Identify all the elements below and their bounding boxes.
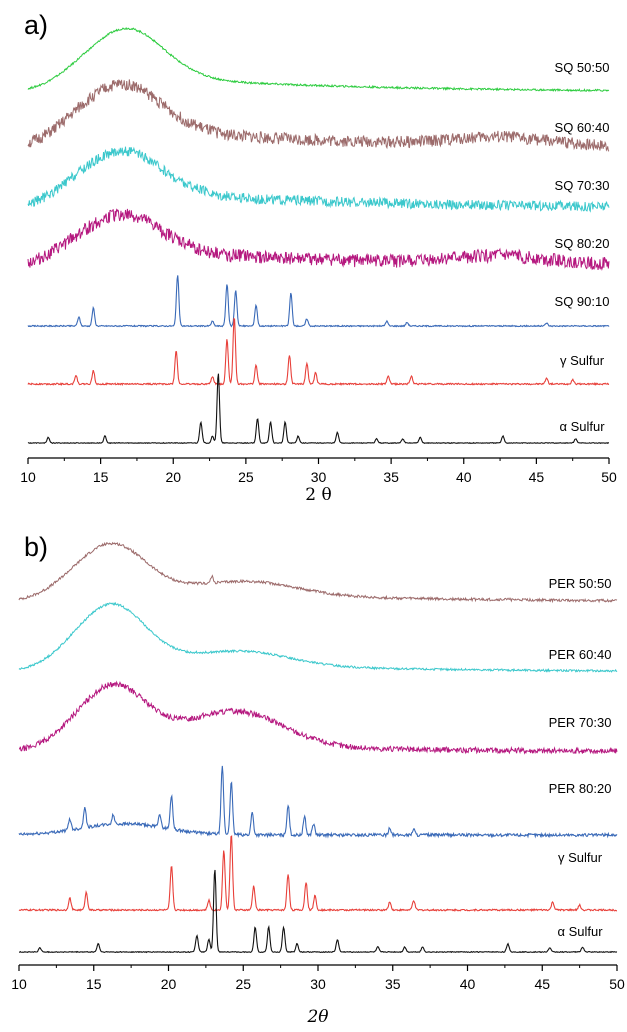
series-label: PER 50:50 xyxy=(549,576,612,591)
x-tick-label: 35 xyxy=(385,976,401,992)
x-tick-label: 35 xyxy=(383,469,399,485)
x-tick-label: 25 xyxy=(235,976,251,992)
series-line xyxy=(18,869,618,954)
x-tick-label: 50 xyxy=(609,976,625,992)
x-tick-label: 15 xyxy=(93,469,109,485)
chart-panel-a: a) SQ 50:50 SQ 60:40 SQ 70:30 SQ 80:20 SQ 90… xyxy=(20,10,617,505)
series-line xyxy=(18,835,618,913)
x-tick-label: 10 xyxy=(11,976,27,992)
x-tick-label: 25 xyxy=(238,469,254,485)
plot-traces xyxy=(27,26,610,445)
series-label: γ Sulfur xyxy=(560,353,605,368)
series-label: PER 70:30 xyxy=(549,715,612,730)
x-tick-label: 20 xyxy=(165,469,181,485)
series-label: γ Sulfur xyxy=(558,850,603,865)
x-tick-label: 50 xyxy=(601,469,617,485)
x-tick-label: 20 xyxy=(161,976,177,992)
x-tick-label: 15 xyxy=(86,976,102,992)
plot-traces xyxy=(18,541,618,954)
series-line xyxy=(27,146,610,213)
xrd-chart-a: SQ 50:50 SQ 60:40 SQ 70:30 SQ 80:20 SQ 90:10… xyxy=(20,26,617,505)
x-tick-label: 30 xyxy=(311,469,327,485)
x-axis-label: 2 θ xyxy=(305,485,331,505)
series-label: α Sulfur xyxy=(557,924,603,939)
xrd-chart-b: PER 50:50 PER 60:40 PER 70:30 PER 80:20 γ Su… xyxy=(11,541,625,1027)
panel-label: b) xyxy=(24,532,49,562)
series-line xyxy=(27,208,610,271)
series-label: SQ 90:10 xyxy=(555,294,610,309)
series-label: PER 80:20 xyxy=(549,781,612,796)
series-label: α Sulfur xyxy=(559,419,605,434)
series-line xyxy=(27,78,610,152)
series-line xyxy=(18,765,618,839)
series-line xyxy=(18,541,618,604)
series-line xyxy=(27,317,610,386)
x-tick-label: 10 xyxy=(20,469,36,485)
x-tick-label: 45 xyxy=(534,976,550,992)
series-label: SQ 60:40 xyxy=(555,120,610,135)
series-line xyxy=(18,680,618,755)
series-line xyxy=(27,26,610,93)
x-tick-label: 40 xyxy=(456,469,472,485)
chart-panel-b: b) PER 50:50 PER 60:40 PER 70:30 PER 80:20 γ… xyxy=(0,520,627,1032)
series-label: SQ 80:20 xyxy=(555,236,610,251)
series-line xyxy=(27,373,610,445)
x-tick-label: 40 xyxy=(460,976,476,992)
x-tick-label: 30 xyxy=(310,976,326,992)
series-line xyxy=(27,275,610,328)
series-label: SQ 50:50 xyxy=(555,60,610,75)
x-axis-label: 2θ xyxy=(306,1007,328,1027)
x-tick-label: 45 xyxy=(529,469,545,485)
series-label: PER 60:40 xyxy=(549,647,612,662)
series-label: SQ 70:30 xyxy=(555,178,610,193)
panel-label: a) xyxy=(24,10,49,40)
series-line xyxy=(18,601,618,673)
